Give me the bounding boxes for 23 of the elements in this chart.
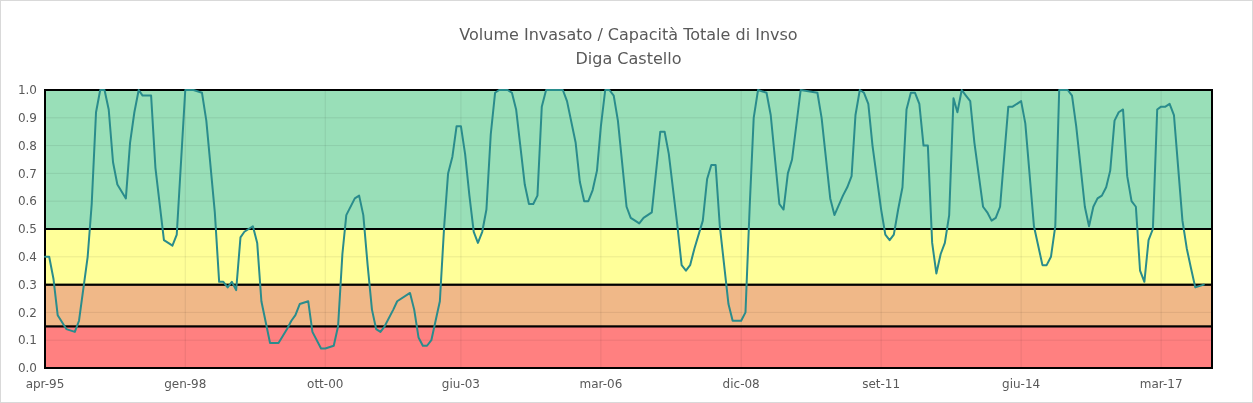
y-tick-label: 0.1	[17, 333, 37, 348]
x-tick-label: mar-17	[1139, 377, 1183, 391]
x-tick-label: giu-03	[441, 377, 480, 391]
x-tick-label: dic-08	[722, 377, 760, 391]
y-tick-label: 0.8	[17, 138, 37, 153]
y-tick-label: 0.2	[17, 305, 37, 320]
x-tick-label: apr-95	[25, 377, 65, 391]
y-tick-label: 0.3	[17, 277, 37, 292]
x-tick-label: ott-00	[307, 377, 344, 391]
x-tick-label: mar-06	[579, 377, 623, 391]
y-tick-label: 0.0	[17, 361, 37, 376]
y-tick-label: 0.9	[17, 111, 37, 125]
chart-title: Volume Invasato / Capacità Totale di Invso	[459, 25, 798, 44]
chart-subtitle: Diga Castello	[575, 49, 682, 68]
x-tick-label: set-11	[862, 377, 901, 391]
y-tick-label: 0.6	[17, 194, 37, 209]
x-tick-label: gen-98	[164, 377, 207, 391]
y-tick-label: 0.5	[17, 222, 37, 237]
line-series	[44, 89, 1205, 350]
y-tick-label: 0.7	[17, 166, 37, 181]
x-tick-label: giu-14	[1002, 377, 1041, 391]
y-tick-label: 0.4	[17, 250, 37, 264]
y-tick-label: 1.0	[17, 83, 37, 98]
